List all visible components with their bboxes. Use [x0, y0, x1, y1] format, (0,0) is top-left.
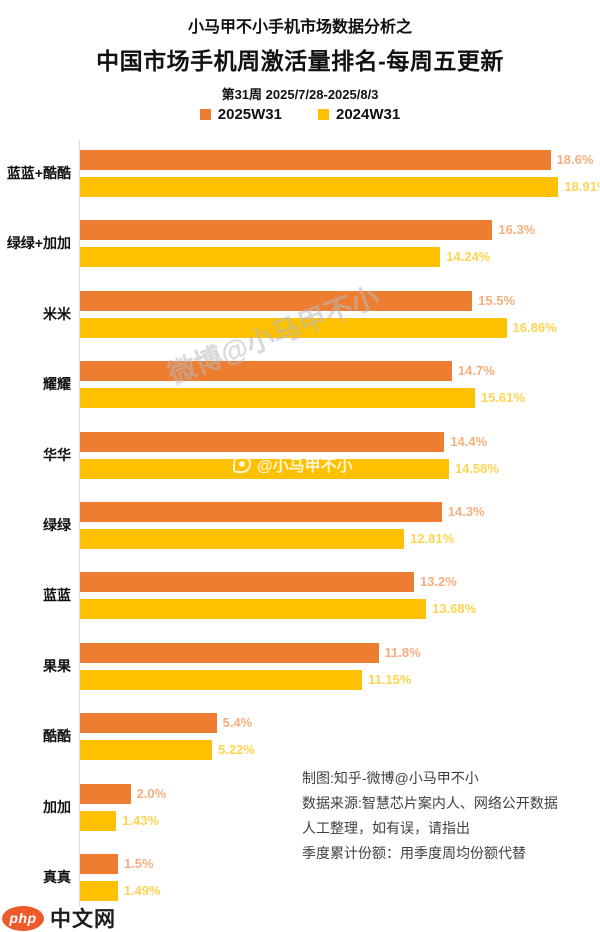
category-label: 酷酷 [43, 728, 71, 745]
bar-2025w31 [80, 854, 118, 874]
value-label-2024w31: 15.61% [480, 390, 526, 406]
category-label: 果果 [43, 657, 71, 674]
bar-2025w31 [80, 502, 442, 522]
note-disclaimer: 人工整理，如有误，请指出 [302, 820, 470, 836]
value-label-2025w31: 1.5% [123, 856, 154, 871]
page-title: 中国市场手机周激活量排名-每周五更新 [96, 48, 504, 74]
note-method: 季度累计份额：用季度周均份额代替 [302, 845, 526, 861]
bar-2025w31 [80, 783, 131, 804]
bar-2024w31 [80, 881, 118, 901]
bar-2024w31 [80, 810, 117, 831]
value-label-2024w31: 1.49% [123, 883, 161, 898]
note-credit: 制图:知乎-微博@小马甲不小 [302, 770, 479, 786]
php-logo-icon: php [2, 905, 44, 931]
bar-2025w31 [80, 290, 473, 311]
value-label-2025w31: 5.4% [222, 715, 253, 731]
bar-2024w31 [80, 740, 213, 761]
value-label-2025w31: 14.4% [450, 433, 488, 449]
legend-swatch-2025w31-icon [199, 109, 211, 120]
value-label-2024w31: 14.24% [446, 249, 491, 265]
y-axis-line [79, 140, 80, 906]
legend-swatch-2024w31-icon [318, 109, 329, 120]
category-label: 米米 [43, 305, 71, 322]
legend-item-2024w31: 2024W31 [318, 106, 400, 123]
category-label: 加加 [43, 798, 71, 815]
legend: 2025W31 2024W31 [0, 106, 600, 123]
value-label-2025w31: 15.5% [478, 292, 516, 308]
bar-2024w31 [80, 599, 427, 620]
bar-2024w31 [80, 458, 449, 479]
bar-2024w31 [80, 529, 405, 549]
value-label-2025w31: 16.3% [498, 222, 536, 238]
bar-2024w31 [80, 177, 559, 197]
value-label-2024w31: 5.22% [218, 742, 255, 758]
bar-2024w31 [80, 317, 507, 338]
value-label-2025w31: 18.6% [556, 152, 594, 167]
value-label-2025w31: 13.2% [419, 574, 457, 590]
value-label-2024w31: 1.43% [122, 812, 160, 828]
subtitle-week-range: 第31周 2025/7/28-2025/8/3 [221, 87, 379, 102]
bar-2025w31 [80, 572, 414, 593]
notes-block: 制图:知乎-微博@小马甲不小 数据来源:智慧芯片案内人、网络公开数据 人工整理，… [302, 766, 558, 866]
value-label-2025w31: 14.3% [447, 504, 485, 519]
bar-2024w31 [80, 247, 441, 268]
category-label: 绿绿+加加 [6, 235, 71, 252]
category-label: 真真 [43, 869, 71, 885]
bar-2025w31 [80, 220, 493, 241]
legend-label-2025w31: 2025W31 [217, 106, 282, 123]
note-data-source: 数据来源:智慧芯片案内人、网络公开数据 [302, 795, 558, 811]
value-label-2024w31: 11.15% [368, 671, 412, 687]
bar-2025w31 [80, 713, 217, 734]
bar-2024w31 [80, 388, 475, 409]
value-label-2024w31: 14.58% [454, 460, 499, 476]
value-label-2025w31: 14.7% [457, 363, 495, 379]
value-label-2024w31: 12.81% [410, 531, 455, 546]
category-label: 华华 [43, 446, 71, 463]
category-label: 耀耀 [43, 376, 71, 393]
category-label: 蓝蓝 [43, 587, 71, 604]
value-label-2024w31: 18.91% [564, 179, 600, 194]
kicker-title: 小马甲不小手机市场数据分析之 [187, 19, 412, 36]
value-label-2024w31: 13.68% [432, 601, 477, 617]
bar-2025w31 [80, 361, 452, 382]
bar-2025w31 [80, 150, 551, 170]
site-logo-text: 中文网 [50, 908, 116, 931]
category-label: 绿绿 [43, 517, 71, 533]
category-label: 蓝蓝+酷酷 [6, 165, 71, 181]
bar-2025w31 [80, 642, 379, 663]
legend-label-2024w31: 2024W31 [336, 106, 401, 123]
legend-item-2025w31: 2025W31 [199, 106, 282, 123]
value-label-2024w31: 16.86% [512, 319, 557, 335]
bar-2025w31 [80, 431, 445, 452]
value-label-2025w31: 11.8% [384, 644, 421, 660]
value-label-2025w31: 2.0% [136, 785, 167, 801]
site-logo: php 中文网 [2, 903, 116, 932]
bar-2024w31 [80, 669, 363, 690]
